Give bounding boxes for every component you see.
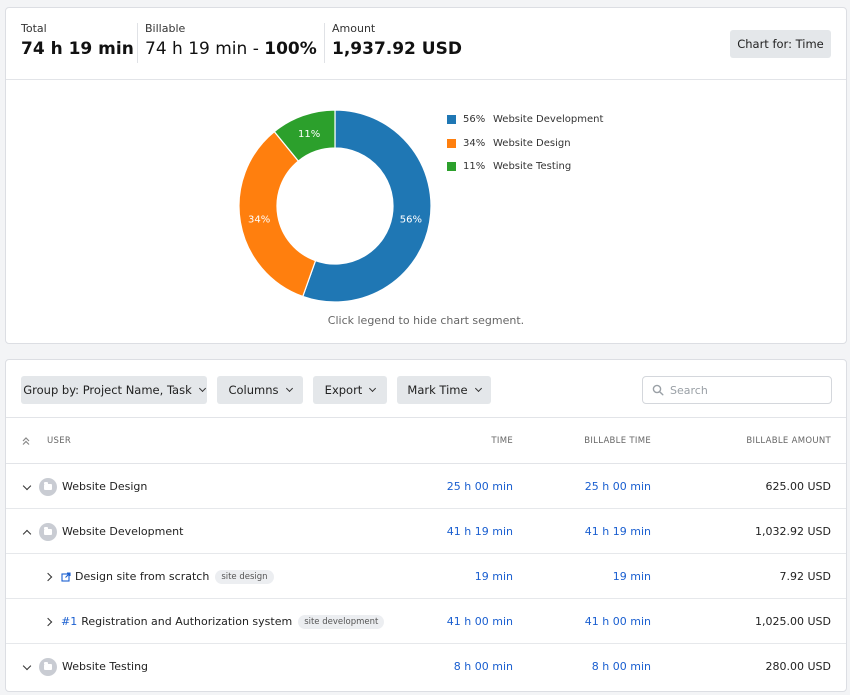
- legend-swatch: [447, 115, 456, 125]
- expand-chevron-icon[interactable]: [43, 571, 55, 583]
- chevron-down-icon: [285, 384, 293, 392]
- row-billable-time[interactable]: 8 h 00 min: [591, 660, 651, 673]
- search-icon: [652, 384, 664, 396]
- row-amount: 280.00 USD: [765, 660, 832, 673]
- summary-stats: Total 74 h 19 min Billable 74 h 19 min -…: [6, 8, 846, 80]
- task-tag: site design: [215, 569, 274, 584]
- row-name[interactable]: Registration and Authorization system: [81, 615, 293, 628]
- donut-slice-website-development[interactable]: [302, 109, 432, 303]
- total-stat: Total 74 h 19 min: [21, 22, 134, 59]
- row-billable-time[interactable]: 19 min: [612, 570, 651, 583]
- summary-card: Total 74 h 19 min Billable 74 h 19 min -…: [5, 7, 847, 344]
- search-box[interactable]: [642, 376, 832, 404]
- row-name: Website Development: [62, 525, 184, 538]
- table-header: USER TIME BILLABLE TIME BILLABLE AMOUNT: [6, 418, 846, 464]
- row-time[interactable]: 41 h 00 min: [446, 615, 513, 628]
- table-row[interactable]: Website Development 41 h 19 min 41 h 19 …: [6, 509, 846, 554]
- chart-hint: Click legend to hide chart segment.: [327, 314, 525, 327]
- legend-item[interactable]: 11% Website Testing: [447, 155, 603, 179]
- mark-time-label: Mark Time: [407, 383, 468, 397]
- billable-value: 74 h 19 min -: [145, 39, 265, 59]
- legend-label: Website Testing: [493, 161, 572, 173]
- columns-button[interactable]: Columns: [217, 376, 303, 404]
- chevron-down-icon: [474, 384, 482, 392]
- row-time[interactable]: 41 h 19 min: [446, 525, 513, 538]
- report-toolbar: Group by: Project Name, Task Columns Exp…: [6, 360, 846, 418]
- row-name[interactable]: Design site from scratch: [75, 570, 210, 583]
- table-row[interactable]: Website Design 25 h 00 min 25 h 00 min 6…: [6, 464, 846, 509]
- row-billable-time[interactable]: 41 h 00 min: [584, 615, 651, 628]
- folder-icon: [39, 477, 57, 496]
- expand-chevron-icon[interactable]: [43, 616, 55, 628]
- donut-slice-website-design[interactable]: [238, 130, 317, 298]
- row-amount: 625.00 USD: [765, 480, 832, 493]
- chart-for-button[interactable]: Chart for: Time: [730, 30, 831, 58]
- folder-icon: [39, 657, 57, 676]
- legend-swatch: [447, 162, 456, 172]
- donut-slice-label: 56%: [400, 215, 422, 226]
- billable-percent: 100%: [264, 39, 317, 59]
- legend-item[interactable]: 56% Website Development: [447, 108, 603, 132]
- external-link-icon[interactable]: [61, 571, 71, 582]
- group-by-label: Group by: Project Name, Task: [23, 383, 192, 397]
- collapse-all-icon[interactable]: [21, 436, 31, 446]
- task-number[interactable]: #1: [61, 615, 78, 628]
- row-billable-time[interactable]: 25 h 00 min: [584, 480, 651, 493]
- row-amount: 1,032.92 USD: [755, 525, 831, 538]
- column-header-billable-time[interactable]: BILLABLE TIME: [584, 436, 651, 446]
- task-tag: site development: [298, 614, 385, 629]
- expand-chevron-icon[interactable]: [21, 481, 33, 493]
- export-label: Export: [324, 383, 363, 397]
- mark-time-button[interactable]: Mark Time: [397, 376, 491, 404]
- row-billable-time[interactable]: 41 h 19 min: [584, 525, 651, 538]
- export-button[interactable]: Export: [313, 376, 387, 404]
- billable-stat: Billable 74 h 19 min - 100%: [145, 22, 317, 59]
- legend-label: Website Design: [493, 137, 571, 149]
- stat-divider: [137, 23, 138, 63]
- legend-label: Website Development: [493, 114, 604, 126]
- chevron-down-icon: [198, 384, 206, 392]
- group-by-button[interactable]: Group by: Project Name, Task: [21, 376, 207, 404]
- folder-icon: [39, 522, 57, 541]
- amount-stat: Amount 1,937.92 USD: [332, 22, 462, 59]
- expand-chevron-icon[interactable]: [21, 661, 33, 673]
- donut-slice-website-testing[interactable]: [273, 109, 336, 162]
- row-time[interactable]: 19 min: [474, 570, 513, 583]
- column-header-billable-amount[interactable]: BILLABLE AMOUNT: [746, 436, 831, 446]
- chevron-down-icon: [369, 384, 377, 392]
- columns-label: Columns: [228, 383, 279, 397]
- row-name: Website Design: [62, 480, 148, 493]
- legend-percent: 34%: [463, 137, 486, 149]
- search-input[interactable]: [670, 383, 820, 397]
- row-amount: 7.92 USD: [779, 570, 832, 583]
- collapse-chevron-icon[interactable]: [21, 526, 33, 538]
- donut-slice-label: 11%: [298, 129, 320, 140]
- table-row[interactable]: #1 Registration and Authorization system…: [6, 599, 846, 644]
- legend-item[interactable]: 34% Website Design: [447, 132, 603, 156]
- table-row[interactable]: Design site from scratch site design 19 …: [6, 554, 846, 599]
- column-header-user[interactable]: USER: [47, 436, 72, 446]
- row-time[interactable]: 8 h 00 min: [453, 660, 513, 673]
- legend-swatch: [447, 138, 456, 148]
- legend-percent: 56%: [463, 114, 486, 126]
- report-table-card: Group by: Project Name, Task Columns Exp…: [5, 359, 847, 692]
- legend-percent: 11%: [463, 161, 486, 173]
- amount-label: Amount: [332, 22, 376, 35]
- amount-value: 1,937.92 USD: [332, 39, 462, 59]
- row-amount: 1,025.00 USD: [755, 615, 831, 628]
- donut-slice-label: 34%: [248, 215, 270, 226]
- column-header-time[interactable]: TIME: [491, 436, 513, 446]
- stat-divider: [324, 23, 325, 63]
- table-row[interactable]: Website Testing 8 h 00 min 8 h 00 min 28…: [6, 644, 846, 689]
- total-value: 74 h 19 min: [21, 39, 134, 59]
- total-label: Total: [21, 22, 47, 35]
- row-name: Website Testing: [62, 660, 149, 673]
- chart-legend: 56% Website Development 34% Website Design 1…: [447, 108, 603, 179]
- billable-label: Billable: [145, 22, 186, 35]
- row-time[interactable]: 25 h 00 min: [446, 480, 513, 493]
- donut-chart: 56% 34% 11%: [238, 109, 432, 303]
